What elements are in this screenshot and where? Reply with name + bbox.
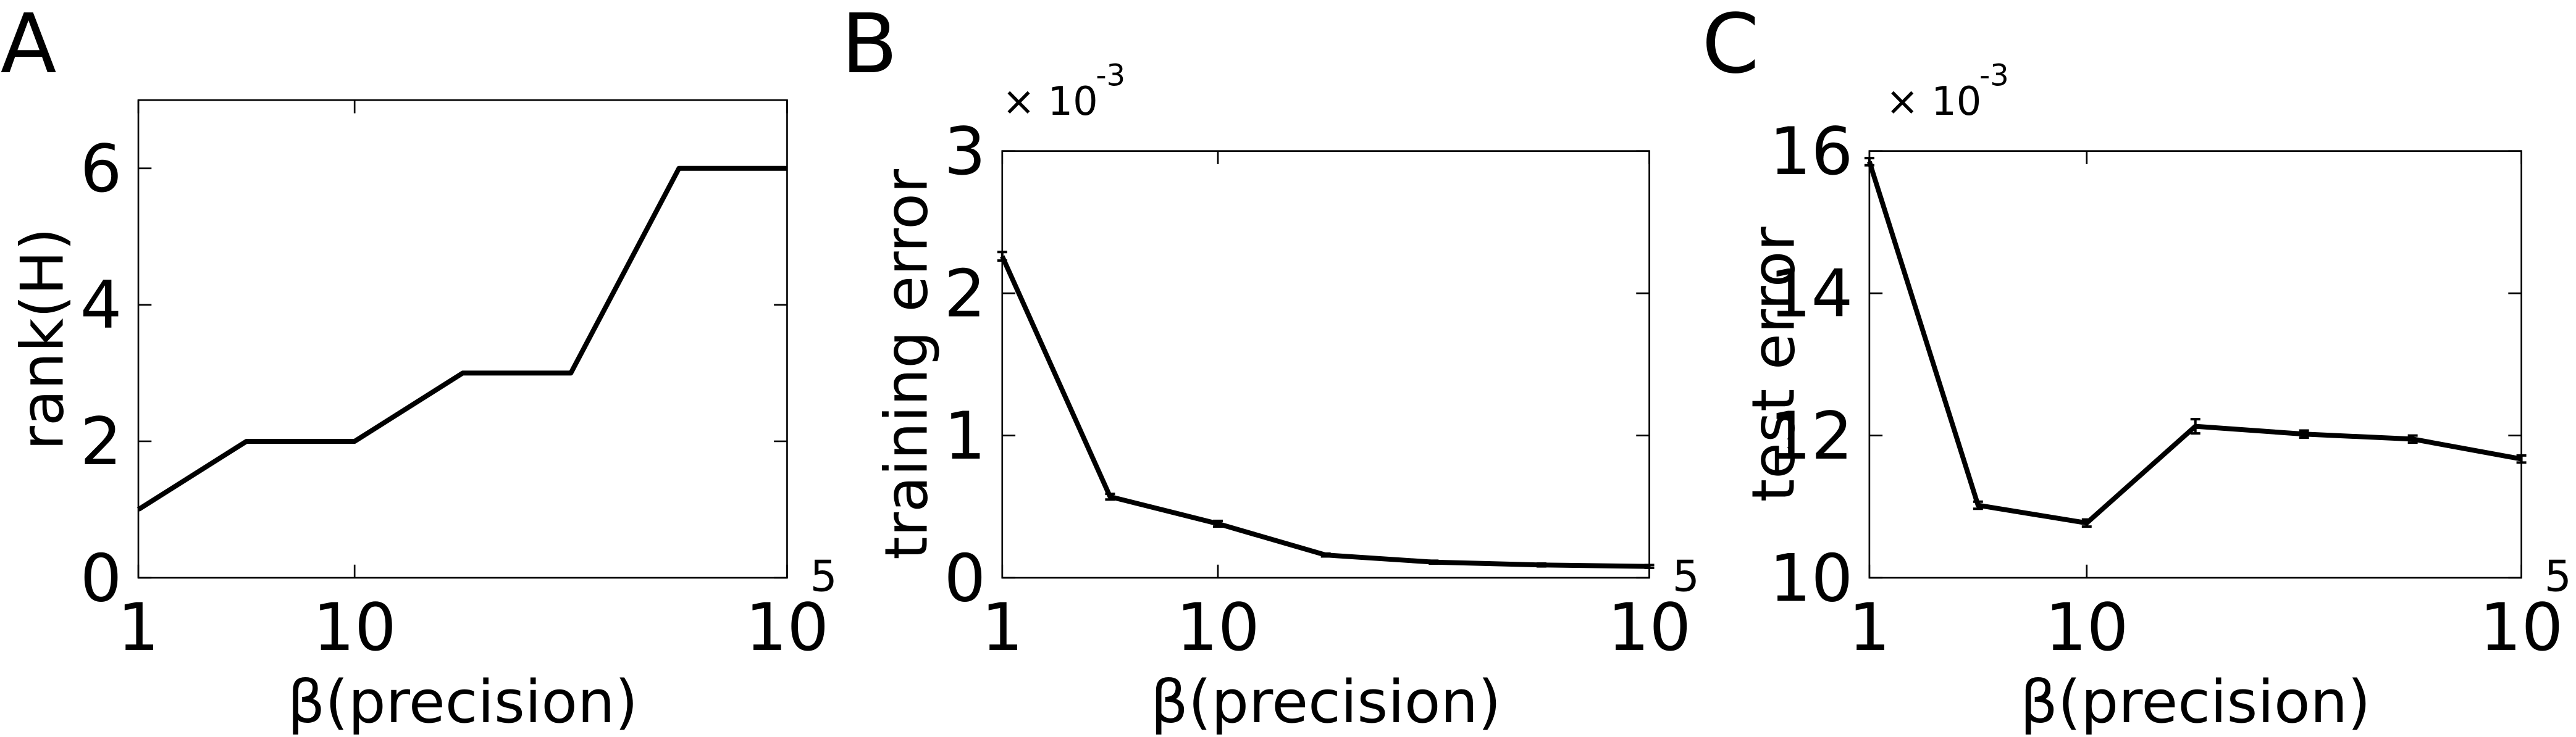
panel-label: A — [1, 0, 57, 92]
error-bar — [1429, 559, 1439, 565]
axis-multiplier: × 10 — [1002, 79, 1098, 125]
x-tick-label: 1 — [981, 589, 1023, 666]
y-tick-label: 0 — [944, 540, 986, 617]
x-axis-label: β(precision) — [1151, 667, 1501, 736]
y-axis-label: training error — [871, 169, 941, 560]
y-tick-label: 16 — [1769, 114, 1853, 190]
x-tick-label: 1 — [117, 589, 159, 666]
x-axis-label: β(precision) — [287, 667, 638, 736]
error-bar — [2190, 418, 2201, 435]
x-tick-superscript: 5 — [810, 552, 837, 601]
y-tick-label: 6 — [80, 131, 122, 207]
axis-multiplier: × 10 — [1886, 79, 1981, 125]
y-axis-label: test error — [1739, 227, 1808, 502]
x-tick-label: 10 — [1608, 589, 1691, 666]
x-tick-superscript: 5 — [2545, 552, 2572, 601]
plot-frame — [137, 99, 788, 579]
plot-frame — [1001, 150, 1650, 579]
error-bar — [1536, 562, 1546, 568]
error-bar — [2299, 429, 2309, 439]
y-tick-label: 3 — [944, 114, 986, 190]
y-tick-label: 2 — [944, 256, 986, 332]
y-tick-label: 0 — [80, 540, 122, 617]
y-axis-label: rank(H) — [8, 228, 77, 451]
error-bar — [1864, 157, 1874, 167]
y-tick-label: 1 — [944, 398, 986, 475]
error-bar — [997, 251, 1007, 262]
panel-label: B — [841, 0, 897, 92]
y-tick-label: 12 — [1769, 398, 1853, 475]
y-tick-label: 4 — [80, 267, 122, 344]
panel-label: C — [1702, 0, 1760, 92]
error-bar — [1320, 552, 1331, 558]
plot-frame — [1868, 150, 2522, 579]
error-bar — [2516, 454, 2527, 464]
data-line — [1867, 160, 2522, 526]
error-bar — [1973, 500, 1983, 510]
x-tick-superscript: 5 — [1672, 552, 1700, 601]
error-bar — [1105, 493, 1115, 501]
axis-multiplier-exponent: -3 — [1096, 59, 1125, 93]
x-tick-label: 10 — [2045, 589, 2128, 666]
error-bar — [2081, 518, 2092, 528]
y-tick-label: 14 — [1769, 256, 1853, 332]
x-axis-label: β(precision) — [2020, 667, 2371, 736]
y-tick-label: 10 — [1769, 540, 1853, 617]
x-tick-label: 10 — [313, 589, 396, 666]
x-tick-label: 10 — [1176, 589, 1259, 666]
y-tick-label: 2 — [80, 404, 122, 480]
data-line — [1000, 255, 1650, 569]
error-bar — [2407, 434, 2418, 444]
error-bar — [1644, 564, 1655, 569]
x-tick-label: 10 — [745, 589, 829, 666]
x-tick-label: 10 — [2480, 589, 2563, 666]
data-line — [136, 165, 787, 512]
x-tick-label: 1 — [1848, 589, 1890, 666]
error-bar — [1213, 519, 1223, 528]
axis-multiplier-exponent: -3 — [1979, 59, 2009, 93]
